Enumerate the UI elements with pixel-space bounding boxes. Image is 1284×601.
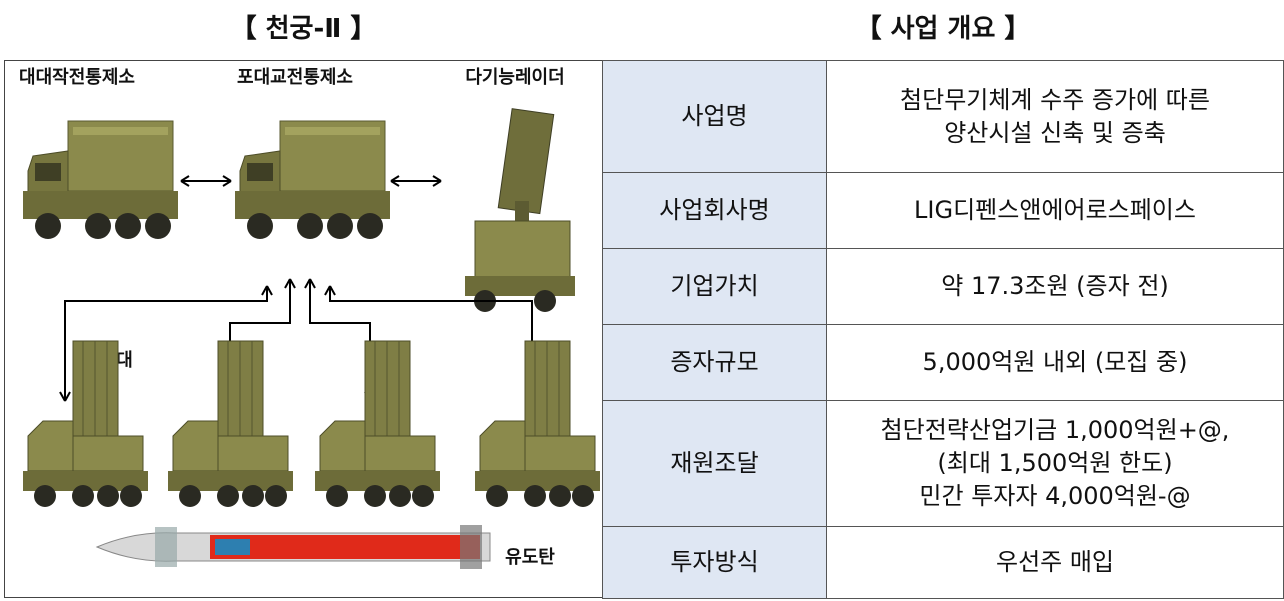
row-value: 우선주 매입: [826, 526, 1284, 599]
radar-label: 다기능레이더: [465, 67, 564, 88]
value-line: 첨단무기체계 수주 증가에 따른: [900, 85, 1210, 114]
table-row: 사업명 첨단무기체계 수주 증가에 따른 양산시설 신축 및 증축: [602, 60, 1284, 173]
value-line: LIG디펜스앤에어로스페이스: [914, 196, 1196, 224]
value-line: 5,000억원 내외 (모집 중): [922, 348, 1188, 376]
table-row: 기업가치 약 17.3조원 (증자 전): [602, 248, 1284, 325]
missile-label: 유도탄: [505, 547, 555, 568]
table-row: 증자규모 5,000억원 내외 (모집 중): [602, 324, 1284, 401]
left-title: 【 천궁-Ⅱ 】: [230, 14, 377, 44]
launcher-3: [314, 340, 441, 508]
battery-cp-truck: [234, 120, 391, 240]
row-label: 기업가치: [602, 248, 827, 325]
launcher-2: [167, 340, 294, 508]
value-line: 민간 투자자 4,000억원-@: [919, 482, 1191, 510]
row-label: 투자방식: [602, 526, 827, 599]
value-line: 첨단전략산업기금 1,000억원+@,: [880, 416, 1230, 444]
battalion-cp-truck: [22, 120, 179, 240]
table-row: 사업회사명 LIG디펜스앤에어로스페이스: [602, 172, 1284, 249]
diagram-svg: 대대작전통제소 포대교전통제소 다기능레이더 발사대 유도탄: [19, 67, 601, 569]
value-line: 우선주 매입: [995, 548, 1115, 576]
battery-cp-label: 포대교전통제소: [237, 67, 353, 88]
table-row: 재원조달 첨단전략산업기금 1,000억원+@, (최대 1,500억원 한도) 민간…: [602, 400, 1284, 527]
system-diagram: 대대작전통제소 포대교전통제소 다기능레이더 발사대 유도탄: [4, 60, 602, 598]
value-line: 양산시설 신축 및 증축: [944, 118, 1166, 147]
row-value: 첨단전략산업기금 1,000억원+@, (최대 1,500억원 한도) 민간 투자자…: [826, 400, 1284, 527]
value-line: (최대 1,500억원 한도): [937, 449, 1173, 477]
row-value: 약 17.3조원 (증자 전): [826, 248, 1284, 325]
radar-vehicle: [465, 108, 575, 312]
battalion-cp-label: 대대작전통제소: [19, 67, 135, 88]
table-row: 투자방식 우선주 매입: [602, 526, 1284, 599]
missile: [95, 525, 491, 569]
value-line: 약 17.3조원 (증자 전): [941, 272, 1169, 300]
row-label: 사업회사명: [602, 172, 827, 249]
row-label: 사업명: [602, 60, 827, 173]
overview-table: 사업명 첨단무기체계 수주 증가에 따른 양산시설 신축 및 증축 사업회사명 LIG디…: [602, 60, 1284, 599]
row-label: 재원조달: [602, 400, 827, 527]
row-value: LIG디펜스앤에어로스페이스: [826, 172, 1284, 249]
row-label: 증자규모: [602, 324, 827, 401]
launcher-4: [474, 340, 601, 508]
table-title: 【 사업 개요 】: [855, 14, 1031, 44]
row-value: 5,000억원 내외 (모집 중): [826, 324, 1284, 401]
